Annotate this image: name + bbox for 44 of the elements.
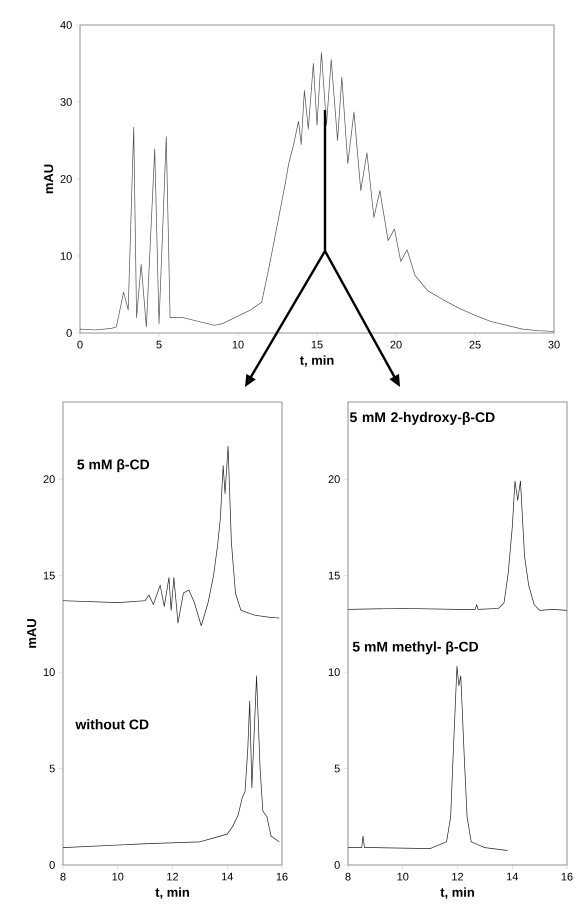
x-tick-label: 30 xyxy=(548,340,560,349)
y-tick-label: 5 xyxy=(334,764,340,772)
y-axis-title: mAU xyxy=(44,164,54,194)
y-tick-label: 10 xyxy=(328,668,340,676)
x-tick-label: 10 xyxy=(397,872,408,881)
y-tick-label: 0 xyxy=(66,329,72,337)
x-axis-title: t, min xyxy=(155,887,189,899)
y-tick-label: 0 xyxy=(334,861,340,869)
x-axis-title: t, min xyxy=(300,355,334,367)
x-tick-label: 15 xyxy=(312,340,323,348)
x-tick-label: 20 xyxy=(390,340,402,349)
x-tick-label: 14 xyxy=(222,872,234,880)
x-tick-label: 16 xyxy=(562,872,573,881)
x-tick-label: 8 xyxy=(60,872,66,881)
annotation: without CD xyxy=(75,719,148,730)
x-tick-label: 12 xyxy=(167,872,178,880)
y-tick-label: 40 xyxy=(60,21,72,29)
annotation: 5 mM β-CD xyxy=(77,459,150,472)
y-tick-label: 10 xyxy=(60,252,72,260)
x-axis-title: t, min xyxy=(440,887,474,899)
x-tick-label: 25 xyxy=(469,340,481,349)
x-tick-label: 8 xyxy=(345,872,351,881)
y-tick-label: 15 xyxy=(44,572,55,580)
y-tick-label: 20 xyxy=(328,475,340,484)
x-tick-label: 10 xyxy=(232,340,244,349)
line-series xyxy=(348,666,508,851)
y-tick-label: 20 xyxy=(44,475,55,484)
annotation: 5 mM 2-hydroxy-β-CD xyxy=(350,412,495,425)
x-tick-label: 16 xyxy=(276,872,288,881)
y-tick-label: 30 xyxy=(60,98,72,106)
x-tick-label: 12 xyxy=(452,872,464,880)
x-tick-label: 0 xyxy=(77,340,83,349)
x-tick-label: 5 xyxy=(156,340,162,348)
line-series xyxy=(62,676,280,848)
y-tick-label: 5 xyxy=(50,764,55,772)
y-tick-label: 0 xyxy=(50,861,55,869)
x-tick-label: 10 xyxy=(112,872,124,881)
line-series xyxy=(348,480,568,611)
y-tick-label: 10 xyxy=(44,668,55,676)
y-tick-label: 15 xyxy=(328,572,340,580)
y-tick-label: 20 xyxy=(60,175,72,183)
y-axis-title: mAU xyxy=(27,619,36,648)
x-tick-label: 14 xyxy=(506,872,518,880)
annotation: 5 mM methyl- β-CD xyxy=(352,641,478,654)
